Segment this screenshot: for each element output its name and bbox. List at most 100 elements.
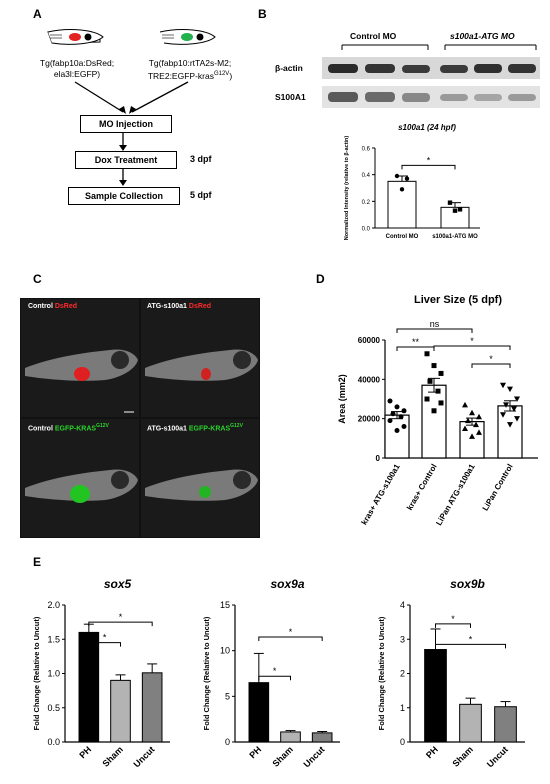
beta-actin-bands <box>328 64 536 73</box>
flowchart-graphics <box>47 29 216 186</box>
sig-lipan-label: * <box>489 354 493 364</box>
sig-ns-label: ns <box>430 319 440 329</box>
data-point <box>438 400 444 406</box>
blot-row-beta-actin: β-actin <box>275 63 303 73</box>
data-point <box>476 429 482 435</box>
data-point <box>469 433 475 439</box>
x-tick-label: PH <box>77 744 93 760</box>
chart-b: s100a1 (24 hpf) 0.0 0.2 0.4 0.6 Normalized In… <box>344 123 480 241</box>
y-tick-label: 3 <box>400 634 405 644</box>
bar-1 <box>440 206 470 229</box>
bar-uncut <box>494 706 517 743</box>
x-tick-label: Uncut <box>131 744 156 769</box>
data-point <box>401 424 407 430</box>
blot-group-atg: s100a1-ATG MO <box>450 31 515 41</box>
bar-2 <box>459 421 485 459</box>
y-tick-label: 0.0 <box>362 227 371 233</box>
y-tick-label: 0.0 <box>47 737 60 747</box>
data-point <box>465 417 471 424</box>
sig-ph-uncut-bracket <box>435 643 506 649</box>
label-atg-dsred: ATG-s100a1 DsRed <box>147 303 212 310</box>
step-day-5: 5 dpf <box>190 190 212 200</box>
y-tick-label: 20000 <box>358 415 381 424</box>
left-transgenic-label: Tg(fabp10a:DsRed; ela3l:EGFP) <box>39 58 115 79</box>
x-tick-label: Sham <box>271 744 295 768</box>
sig-lipan-bracket <box>471 363 511 368</box>
micrograph-atg-dsred <box>141 299 259 417</box>
data-point <box>398 414 404 420</box>
micrograph-control-egfp <box>21 419 139 537</box>
data-point <box>394 427 400 433</box>
sig-ph-uncut-bracket <box>88 621 153 627</box>
data-point <box>431 363 437 369</box>
data-point <box>404 176 410 181</box>
y-tick-label: 0 <box>225 737 230 747</box>
chart-e-sox5: sox5 0.0 0.5 1.0 1.5 2.0 Fold Change (Relative… <box>32 577 170 769</box>
sig-double-bracket <box>396 346 435 351</box>
data-point <box>514 396 520 402</box>
data-point <box>507 422 513 428</box>
step-dox-treatment: Dox Treatment <box>75 151 177 169</box>
x-tick-label: kras+ Control <box>405 463 439 512</box>
chart-e-sox9b: sox9b 0 1 2 3 4 Fold Change (Relative to Uncut… <box>377 577 525 769</box>
right-transgenic-label: Tg(fabp10:rtTA2s-M2; TRE2:EGFP-krasG12V) <box>147 58 233 81</box>
western-blot <box>322 44 540 108</box>
y-tick-label: 5 <box>225 691 230 701</box>
bar-sham <box>280 731 301 743</box>
blot-group-control: Control MO <box>350 31 397 41</box>
label-control-egfp: Control EGFP-KRASG12V <box>28 423 109 433</box>
step-sample-collection: Sample Collection <box>68 187 180 205</box>
y-tick-label: 2.0 <box>47 600 60 610</box>
data-point <box>469 409 475 416</box>
data-point <box>427 378 433 384</box>
x-tick-label: LiPan Control <box>481 463 515 513</box>
x-tick-label: Uncut <box>301 744 326 769</box>
y-axis-label: Normalized Intensity (relative to β-acti… <box>344 136 350 241</box>
panel-label-a: A <box>33 7 42 21</box>
data-point <box>401 408 407 414</box>
chart-e-sox9a: sox9a 0 5 10 15 Fold Change (Relative to Uncu… <box>202 577 340 769</box>
y-tick-label: 4 <box>400 600 405 610</box>
data-point <box>500 382 506 389</box>
y-tick-label: 0.6 <box>362 147 371 153</box>
sig-ph-uncut-bracket <box>258 636 323 641</box>
chart-title: s100a1 (24 hpf) <box>398 123 456 132</box>
x-tick-label: s100a1-ATG MO <box>432 234 478 240</box>
sig-b-label: * <box>427 155 431 165</box>
data-point <box>394 173 400 179</box>
data-point <box>476 413 482 420</box>
micrograph-control-dsred <box>21 299 139 417</box>
sig-ph-sham-bracket <box>258 675 291 681</box>
data-point <box>394 404 400 410</box>
bar-ph <box>424 649 447 743</box>
y-tick-label: 0.5 <box>47 703 60 713</box>
sig-ns-bracket <box>396 328 473 333</box>
data-point <box>424 351 430 357</box>
sig-kras-lipan-bracket <box>433 345 511 350</box>
sig-ph-uncut-label: * <box>469 634 473 644</box>
sig-double-label: ** <box>412 337 420 347</box>
data-point <box>511 406 517 412</box>
data-point <box>500 412 506 418</box>
sig-ph-uncut-label: * <box>289 627 293 637</box>
sig-ph-sham-label: * <box>103 633 107 643</box>
y-tick-label: 40000 <box>358 375 381 384</box>
blot-row-s100a1: S100A1 <box>275 92 306 102</box>
x-tick-label: Sham <box>451 744 475 768</box>
data-point <box>438 370 444 376</box>
data-point <box>431 408 437 414</box>
y-tick-label: 1.0 <box>47 669 60 679</box>
data-point <box>457 207 463 212</box>
data-point <box>503 402 509 408</box>
y-tick-label: 2 <box>400 669 405 679</box>
data-point <box>435 388 441 394</box>
y-tick-label: 0.4 <box>362 173 371 179</box>
bar-uncut <box>141 672 163 743</box>
data-point <box>447 200 453 205</box>
chart-title: Liver Size (5 dpf) <box>414 294 502 306</box>
fish-red-icon <box>47 29 104 45</box>
bar-ph <box>78 631 100 743</box>
sig-ph-sham-bracket <box>88 642 121 647</box>
step-day-3: 3 dpf <box>190 154 212 164</box>
x-tick-label: PH <box>424 744 440 760</box>
